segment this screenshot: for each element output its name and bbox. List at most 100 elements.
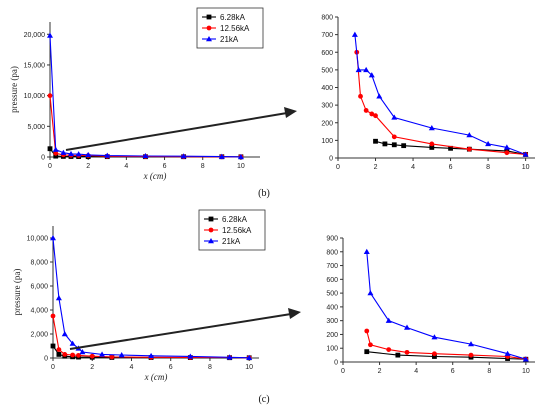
- data-point: [364, 349, 370, 355]
- data-point: [369, 111, 375, 117]
- data-point: [50, 343, 56, 349]
- data-point: [109, 354, 115, 360]
- y-tick-label: 700: [321, 32, 333, 39]
- x-tick-label: 4: [124, 163, 128, 170]
- y-tick-label: 200: [326, 332, 338, 339]
- data-point: [431, 334, 438, 340]
- data-point: [68, 150, 74, 157]
- data-point: [89, 353, 95, 359]
- data-point: [401, 143, 407, 149]
- x-tick-label: 6: [451, 368, 455, 375]
- x-tick-label: 0: [341, 368, 345, 375]
- data-point: [395, 352, 401, 358]
- x-tick-label: 6: [169, 364, 173, 371]
- y-tick-label: 6,000: [30, 284, 48, 291]
- data-point: [62, 352, 68, 357]
- y-tick-label: 10,000: [27, 236, 49, 243]
- legend-label: 6.28kA: [222, 215, 248, 224]
- y-tick-label: 400: [326, 304, 338, 311]
- series-line: [354, 34, 526, 156]
- data-point: [358, 93, 363, 99]
- data-point: [448, 145, 453, 151]
- x-tick-label: 8: [201, 163, 205, 170]
- data-point: [382, 141, 388, 147]
- data-point: [466, 132, 473, 138]
- series-21kA: [363, 248, 529, 362]
- x-axis-label: x (cm): [143, 171, 167, 181]
- x-tick-label: 6: [163, 163, 167, 170]
- legend-marker: [208, 238, 214, 244]
- data-point: [99, 351, 106, 357]
- data-point: [70, 352, 76, 358]
- x-tick-label: 0: [48, 163, 52, 170]
- legend-label: 12.56kA: [220, 24, 250, 33]
- data-point: [363, 66, 370, 73]
- y-tick-label: 2,000: [30, 332, 48, 339]
- y-tick-label: 600: [321, 50, 333, 57]
- data-point: [485, 140, 492, 147]
- legend-marker: [206, 14, 212, 20]
- data-point: [468, 341, 474, 347]
- data-point: [60, 149, 67, 155]
- y-tick-label: 20,000: [24, 32, 46, 39]
- legend-marker: [208, 216, 214, 222]
- y-tick-label: 900: [326, 236, 338, 243]
- data-point: [180, 153, 187, 159]
- y-tick-label: 500: [321, 67, 333, 74]
- data-point: [104, 152, 111, 158]
- data-point: [363, 108, 369, 113]
- data-point: [53, 150, 59, 156]
- zoom-arrow-b: [65, 107, 297, 151]
- legend-label: 21kA: [222, 237, 241, 246]
- data-point: [351, 31, 358, 37]
- x-tick-label: 0: [51, 364, 55, 371]
- x-tick-label: 8: [487, 368, 491, 375]
- series-6.28kA: [373, 138, 529, 157]
- data-point: [368, 342, 373, 348]
- y-tick-label: 400: [321, 85, 333, 92]
- y-tick-label: 200: [321, 120, 333, 127]
- data-point: [368, 72, 375, 78]
- caption-b: (b): [258, 188, 270, 199]
- y-tick-label: 800: [326, 249, 338, 256]
- data-point: [187, 353, 194, 359]
- x-tick-label: 10: [522, 164, 530, 171]
- data-point: [391, 134, 397, 140]
- legend-label: 6.28kA: [220, 13, 246, 22]
- data-point: [504, 350, 511, 356]
- data-point: [385, 317, 392, 323]
- data-point: [432, 354, 437, 359]
- data-point: [504, 150, 510, 156]
- x-tick-label: 4: [414, 368, 418, 375]
- data-point: [56, 352, 62, 357]
- series-line: [52, 237, 250, 359]
- data-point: [226, 354, 233, 360]
- data-point: [432, 351, 437, 357]
- y-tick-label: 5,000: [27, 124, 45, 131]
- x-tick-label: 2: [90, 364, 94, 371]
- data-point: [246, 354, 253, 360]
- data-point: [79, 349, 86, 355]
- data-point: [52, 146, 59, 152]
- data-point: [386, 347, 392, 352]
- x-tick-label: 10: [237, 163, 245, 170]
- data-point: [376, 93, 383, 99]
- data-point: [429, 141, 435, 147]
- x-tick-label: 0: [336, 164, 340, 171]
- data-point: [391, 114, 398, 120]
- series-12.56kA: [354, 49, 529, 157]
- legend-marker: [206, 36, 212, 42]
- series-line: [49, 35, 241, 158]
- legend-marker: [208, 227, 214, 233]
- data-point: [55, 295, 62, 301]
- data-point: [391, 142, 397, 148]
- data-point: [373, 138, 378, 144]
- data-point: [428, 125, 435, 131]
- data-point: [85, 151, 92, 158]
- data-point: [404, 324, 410, 330]
- data-point: [429, 145, 435, 150]
- data-point: [47, 32, 53, 38]
- x-tick-label: 2: [86, 163, 90, 170]
- series-21kA: [50, 235, 253, 360]
